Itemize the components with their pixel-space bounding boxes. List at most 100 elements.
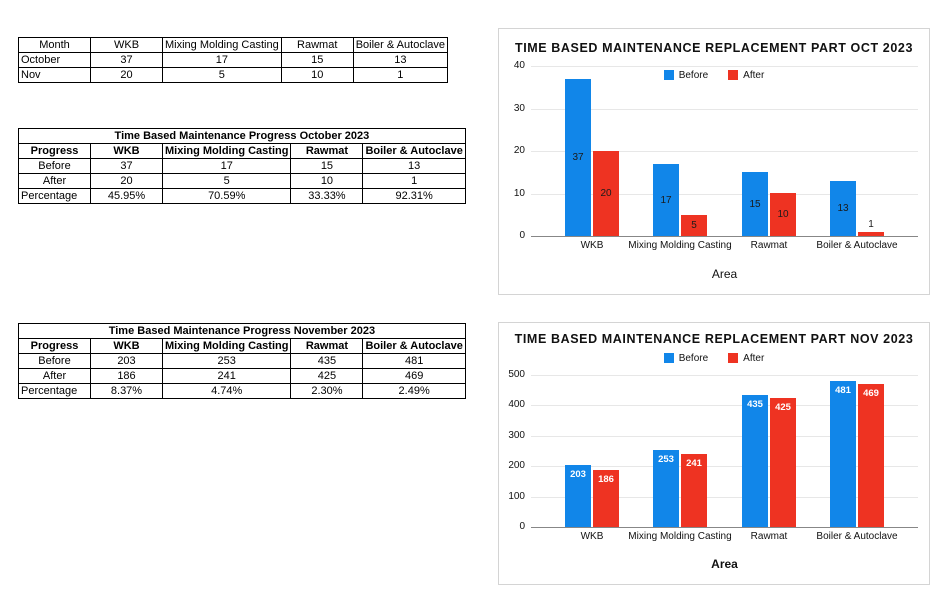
gridline xyxy=(531,436,918,437)
cell[interactable]: 37 xyxy=(90,158,163,174)
cell[interactable]: Before xyxy=(18,158,91,174)
cell[interactable]: 469 xyxy=(362,368,466,384)
bar-value-label: 425 xyxy=(775,402,791,413)
cell[interactable]: Mixing Molding Casting xyxy=(161,143,292,159)
cell[interactable]: Boiler & Autoclave xyxy=(362,143,466,159)
chart-card-nov[interactable]: TIME BASED MAINTENANCE REPLACEMENT PART … xyxy=(498,322,930,585)
cell[interactable]: Nov xyxy=(18,67,91,83)
gridline xyxy=(531,497,918,498)
cell[interactable]: WKB xyxy=(90,338,163,354)
y-tick-label: 200 xyxy=(508,460,525,471)
x-category-label: Mixing Molding Casting xyxy=(628,240,732,251)
cell[interactable]: 425 xyxy=(290,368,364,384)
cell[interactable]: 15 xyxy=(290,158,364,174)
cell[interactable]: 186 xyxy=(90,368,163,384)
cell[interactable]: Rawmat xyxy=(280,37,354,53)
x-category-label: Boiler & Autoclave xyxy=(816,531,898,542)
x-category-label: WKB xyxy=(580,240,604,251)
cell[interactable]: After xyxy=(18,173,91,189)
table-title[interactable]: Time Based Maintenance Progress November… xyxy=(18,323,466,339)
cell[interactable]: 5 xyxy=(162,67,282,83)
cell[interactable]: 1 xyxy=(362,173,466,189)
table-row: After 186 241 425 469 xyxy=(18,368,466,384)
chart-legend: Before After xyxy=(499,69,929,81)
cell[interactable]: Rawmat xyxy=(290,338,364,354)
cell[interactable]: 435 xyxy=(290,353,364,369)
bar-value-label: 186 xyxy=(598,474,614,485)
bar-after-3 xyxy=(858,232,884,236)
cell[interactable]: WKB xyxy=(90,37,163,53)
gridline xyxy=(531,109,918,110)
cell[interactable]: Boiler & Autoclave xyxy=(362,338,466,354)
bar-value-label: 241 xyxy=(686,458,702,469)
plot-area: 0 100 200 300 400 500 WKB 203 186 Mixing Molding … xyxy=(499,323,929,584)
cell[interactable]: October xyxy=(18,52,91,68)
cell[interactable]: 20 xyxy=(90,67,163,83)
x-axis-title: Area xyxy=(711,557,738,571)
y-tick-label: 20 xyxy=(513,145,525,156)
gridline xyxy=(531,466,918,467)
x-category-label: WKB xyxy=(580,531,604,542)
cell[interactable]: Progress xyxy=(18,143,91,159)
cell[interactable]: Mixing Molding Casting xyxy=(162,37,282,53)
bar-value-label: 481 xyxy=(835,385,851,396)
cell[interactable]: 241 xyxy=(161,368,292,384)
table-row: Time Based Maintenance Progress October … xyxy=(18,128,466,144)
bar-before-0 xyxy=(565,465,591,527)
cell[interactable]: 92.31% xyxy=(362,188,466,204)
x-category-label: Boiler & Autoclave xyxy=(816,240,898,251)
bar-value-label: 5 xyxy=(691,220,697,231)
cell[interactable]: Mixing Molding Casting xyxy=(161,338,292,354)
chart-card-oct[interactable]: TIME BASED MAINTENANCE REPLACEMENT PART … xyxy=(498,28,930,295)
cell[interactable]: 33.33% xyxy=(290,188,364,204)
cell[interactable]: 2.30% xyxy=(290,383,364,399)
bar-after-1 xyxy=(681,454,707,527)
bar-after-3 xyxy=(858,384,884,527)
table-row: Progress WKB Mixing Molding Casting Rawm… xyxy=(18,338,466,354)
cell[interactable]: Percentage xyxy=(18,383,91,399)
cell[interactable]: 10 xyxy=(280,67,354,83)
cell[interactable]: 1 xyxy=(352,67,449,83)
cell[interactable]: 13 xyxy=(352,52,449,68)
chart-title: TIME BASED MAINTENANCE REPLACEMENT PART … xyxy=(514,332,914,346)
cell[interactable]: 17 xyxy=(162,52,282,68)
cell[interactable]: WKB xyxy=(90,143,163,159)
x-category-label: Mixing Molding Casting xyxy=(628,531,732,542)
after-swatch-icon xyxy=(728,353,739,363)
legend-label: Before xyxy=(678,352,709,364)
cell[interactable]: Boiler & Autoclave xyxy=(352,37,449,53)
cell[interactable]: Rawmat xyxy=(290,143,364,159)
y-tick-label: 100 xyxy=(508,491,525,502)
x-category-label: Rawmat xyxy=(750,240,788,251)
cell[interactable]: 10 xyxy=(290,173,364,189)
cell[interactable]: Before xyxy=(18,353,91,369)
cell[interactable]: Month xyxy=(18,37,91,53)
bar-before-3 xyxy=(830,381,856,527)
cell[interactable]: 5 xyxy=(161,173,292,189)
cell[interactable]: 4.74% xyxy=(161,383,292,399)
y-tick-label: 30 xyxy=(513,103,525,114)
bar-before-2 xyxy=(742,172,768,236)
cell[interactable]: 2.49% xyxy=(362,383,466,399)
cell[interactable]: Percentage xyxy=(18,188,91,204)
table-row: Progress WKB Mixing Molding Casting Rawm… xyxy=(18,143,466,159)
table-row: Before 37 17 15 13 xyxy=(18,158,466,174)
cell[interactable]: Progress xyxy=(18,338,91,354)
cell[interactable]: 13 xyxy=(362,158,466,174)
cell[interactable]: 253 xyxy=(161,353,292,369)
cell[interactable]: 20 xyxy=(90,173,163,189)
before-swatch-icon xyxy=(663,353,674,363)
cell[interactable]: 15 xyxy=(280,52,354,68)
cell[interactable]: 70.59% xyxy=(161,188,292,204)
x-axis-title: Area xyxy=(711,267,738,281)
cell[interactable]: 45.95% xyxy=(90,188,163,204)
gridline xyxy=(531,405,918,406)
cell[interactable]: After xyxy=(18,368,91,384)
cell[interactable]: 481 xyxy=(362,353,466,369)
cell[interactable]: 17 xyxy=(161,158,292,174)
cell[interactable]: 8.37% xyxy=(90,383,163,399)
cell[interactable]: 203 xyxy=(90,353,163,369)
bar-value-label: 469 xyxy=(863,388,879,399)
cell[interactable]: 37 xyxy=(90,52,163,68)
table-title[interactable]: Time Based Maintenance Progress October … xyxy=(18,128,466,144)
